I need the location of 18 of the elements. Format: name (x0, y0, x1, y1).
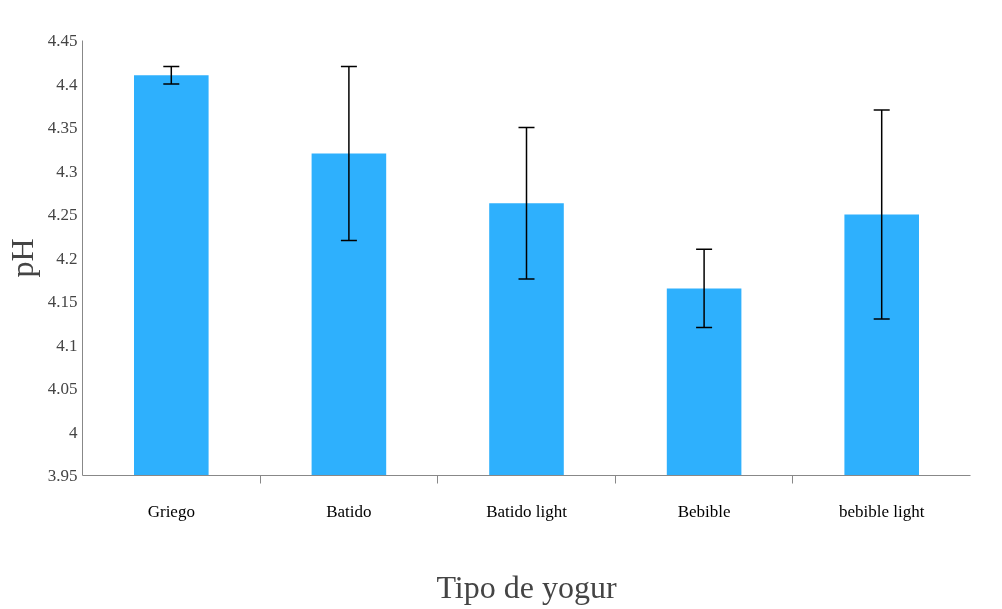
y-tick-label: 4.1 (56, 335, 78, 355)
x-tick-label: Griego (147, 501, 195, 521)
y-tick-label: 4.3 (56, 161, 78, 181)
y-tick-label: 4.4 (56, 74, 78, 94)
y-tick-label: 4.25 (47, 205, 78, 224)
x-tick-label: Batido (326, 501, 372, 521)
y-tick-label: 4.2 (56, 248, 78, 268)
y-axis-title: pH (3, 238, 40, 278)
x-tick-label: Bebible (677, 501, 731, 521)
y-tick-label: 3.95 (47, 466, 78, 485)
y-tick-label: 4.05 (47, 379, 78, 398)
x-tick-label: Batido light (486, 501, 568, 521)
y-tick-label: 4.15 (47, 292, 78, 311)
y-tick-label: 4 (69, 422, 78, 442)
y-tick-label: 4.35 (47, 118, 78, 137)
x-axis-title: Tipo de yogur (436, 568, 617, 605)
y-tick-label: 4.45 (47, 31, 78, 50)
x-tick-label: bebible light (838, 501, 925, 521)
